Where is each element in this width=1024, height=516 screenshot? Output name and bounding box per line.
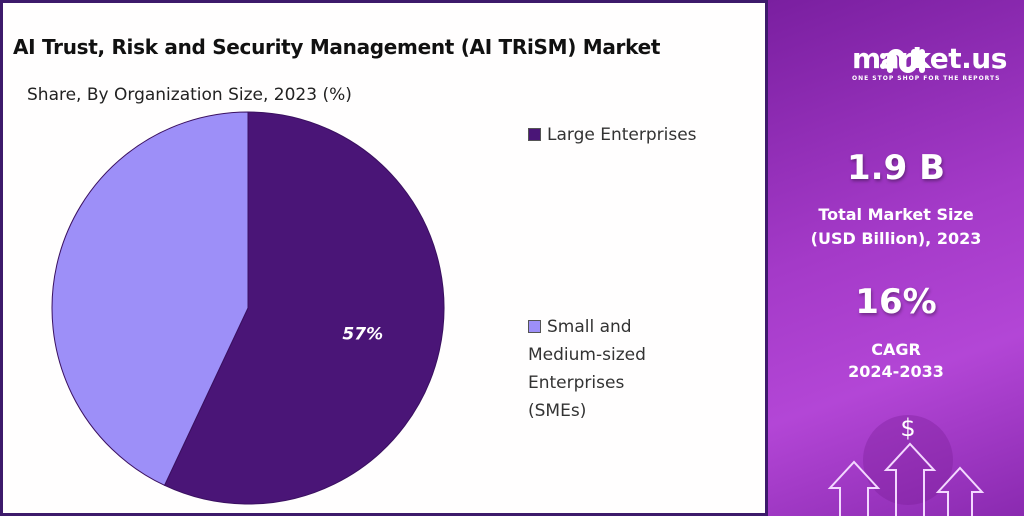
dollar-arrows-up-icon: $ bbox=[827, 414, 985, 516]
legend-label: Medium-sized bbox=[528, 345, 646, 365]
legend-label: Small and bbox=[547, 317, 632, 337]
market-size-value: 1.9 B bbox=[847, 148, 945, 188]
pie-slice-large-enterprises bbox=[163, 111, 445, 505]
cagr-period: 2024-2033 bbox=[848, 362, 944, 381]
market-size-label: Total Market Size bbox=[818, 205, 974, 224]
market-size-label: (USD Billion), 2023 bbox=[810, 229, 982, 248]
chart-subtitle: Share, By Organization Size, 2023 (%) bbox=[27, 85, 352, 105]
logo-tagline: ONE STOP SHOP FOR THE REPORTS bbox=[852, 75, 1001, 82]
pie-chart: 57% bbox=[51, 111, 445, 505]
legend-label: Enterprises bbox=[528, 373, 625, 393]
legend-label: (SMEs) bbox=[528, 401, 587, 421]
page-title: AI Trust, Risk and Security Management (… bbox=[13, 35, 661, 59]
legend-item-sme: Small and Medium-sized Enterprises (SMEs… bbox=[528, 313, 646, 425]
data-label-large: 57% bbox=[342, 325, 383, 345]
cagr-label: CAGR bbox=[871, 340, 921, 359]
legend-item-large: Large Enterprises bbox=[528, 121, 697, 149]
logo-name: market.us bbox=[852, 42, 1007, 75]
svg-text:$: $ bbox=[900, 414, 915, 442]
logo: market.us ONE STOP SHOP FOR THE REPORTS bbox=[798, 42, 1008, 82]
chart-panel: AI Trust, Risk and Security Management (… bbox=[0, 0, 768, 516]
logo-icon bbox=[880, 49, 925, 73]
stats-sidebar: market.us ONE STOP SHOP FOR THE REPORTS … bbox=[768, 0, 1024, 516]
legend-swatch bbox=[528, 128, 541, 141]
legend-swatch bbox=[528, 320, 541, 333]
cagr-value: 16% bbox=[855, 282, 937, 322]
legend-label: Large Enterprises bbox=[547, 125, 697, 145]
pie-slice-smes bbox=[51, 111, 249, 487]
